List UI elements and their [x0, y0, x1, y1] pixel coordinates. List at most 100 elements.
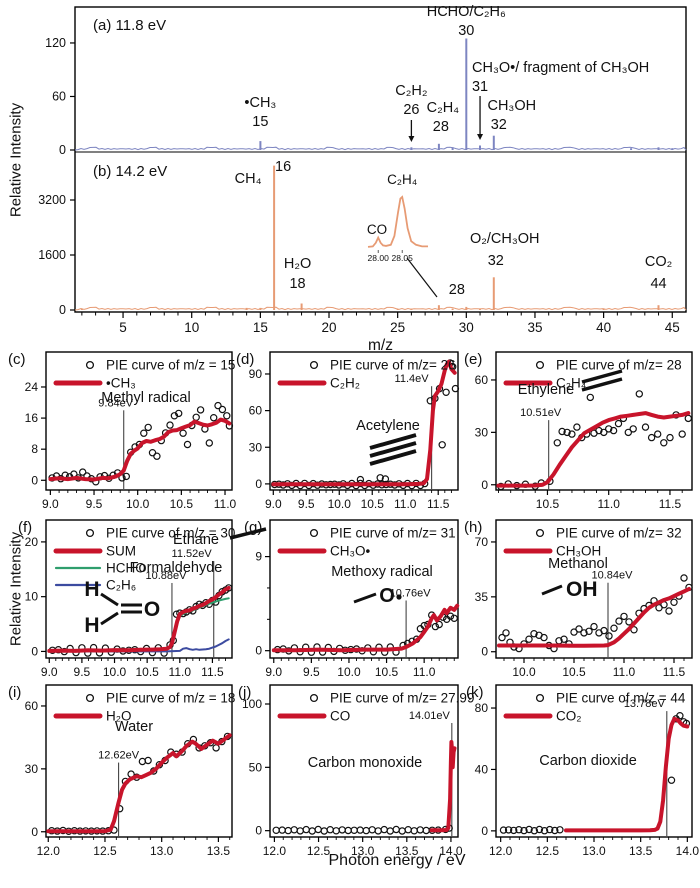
data-point [614, 419, 623, 428]
pie-curve [48, 638, 230, 653]
data-point [450, 614, 458, 623]
peak-annotation: CH₄ [235, 171, 262, 187]
x-tick-label: 10.5 [135, 665, 159, 679]
x-tick-label: 10.0 [126, 497, 150, 511]
x-tick-label: 10.0 [103, 665, 127, 679]
data-point [666, 433, 674, 442]
data-point [667, 776, 676, 784]
y-tick-label: 0 [31, 825, 38, 839]
x-tick-label: 10 [184, 320, 199, 335]
x-tick-label: 11.5 [201, 665, 224, 679]
compound-annotation: Methoxy radical [331, 564, 433, 580]
pie-panel-frame [269, 519, 459, 659]
legend-scatter-marker [535, 360, 545, 370]
compound-annotation: Acetylene [356, 418, 420, 434]
legend-label: CO [330, 709, 350, 724]
mz-axis-label: m/z [368, 337, 393, 354]
legend-scatter-marker [85, 528, 95, 538]
data-point [214, 401, 222, 410]
data-point [166, 421, 174, 429]
x-tick-label: 11.0 [394, 497, 417, 511]
y-tick-label: 50 [249, 760, 263, 774]
onset-label: 10.51eV [520, 407, 562, 419]
panel-tag-i: (i) [8, 684, 21, 701]
y-tick-label: 0 [481, 645, 488, 659]
pie-curve [564, 716, 690, 833]
data-point [551, 826, 559, 835]
data-point [540, 633, 548, 642]
data-point [635, 390, 644, 398]
legend-label: PIE curve of m/z = 44 [556, 691, 686, 706]
baseline-noise-trace [74, 306, 687, 311]
legend-label: C₂H₄ [556, 376, 586, 391]
pie-panel-frame [45, 519, 233, 659]
data-point [498, 633, 506, 642]
data-point [678, 430, 686, 438]
data-point [431, 622, 440, 631]
x-tick-label: 10.0 [337, 665, 361, 679]
mass-spectra-block: 5 10 15 20 25 30 35 40 45 m/z 0 60 120 0 1600 3200 •CH₃ 1… [38, 4, 687, 354]
data-point [625, 618, 633, 626]
data-point [573, 423, 581, 431]
legend-label: PIE curve of m/z = 18 [106, 691, 235, 706]
pie-panel-frame [495, 351, 693, 491]
onset-label: 11.4eV [395, 373, 430, 385]
data-point [122, 472, 131, 481]
co-c2h4-inset: 28.00 28.05 CO C₂H₄ [367, 172, 438, 298]
x-tick-label: 10.5 [536, 497, 560, 511]
legend-scatter-marker [85, 693, 95, 703]
compound-annotation: Formaldehyde [130, 560, 223, 576]
x-tick-label: 12.5 [307, 844, 331, 858]
x-tick-label: 15 [253, 320, 268, 335]
data-point [600, 626, 608, 635]
y-tick-label: 90 [249, 367, 263, 381]
data-point [660, 439, 668, 447]
annotation-arrowhead [408, 136, 415, 142]
data-point [595, 426, 603, 435]
x-tick-label: 14.0 [439, 844, 463, 858]
panel-a-title: (a) 11.8 eV [93, 17, 166, 34]
y-tick-label: 30 [25, 762, 39, 776]
pie-curve [429, 740, 457, 833]
x-tick-label: 11.0 [597, 497, 620, 511]
legend-scatter-marker [535, 528, 545, 538]
data-point [174, 409, 183, 418]
data-point [615, 617, 623, 625]
x-tick-label: 35 [527, 320, 542, 335]
data-point [78, 468, 87, 476]
pie-curve [46, 733, 232, 834]
x-tick-label: 11.5 [663, 665, 686, 679]
peak-annotation: 15 [252, 114, 268, 130]
peak-annotation: CH₃OH [487, 98, 536, 114]
data-point [218, 405, 227, 414]
inset-tick-label: 28.05 [392, 253, 414, 263]
onset-label: 13.78eV [624, 698, 666, 710]
x-tick-label: 11.5 [659, 497, 682, 511]
x-tick-label: 13.0 [351, 844, 375, 858]
peak-annotation: CO₂ [645, 254, 672, 270]
y-tick-label: 0 [59, 303, 66, 317]
y-tick-label: 20 [25, 535, 39, 549]
x-tick-label: 10.5 [170, 497, 194, 511]
peak-annotation: 32 [491, 117, 507, 133]
legend-label: PIE curve of m/z= 27.99 [330, 691, 474, 706]
data-point [499, 826, 508, 834]
legend-label: H₂O [106, 709, 132, 724]
data-point [504, 826, 513, 834]
x-tick-label: 10.0 [512, 665, 536, 679]
pie-panel-frame [45, 351, 233, 491]
data-point [610, 624, 618, 632]
data-point [647, 433, 656, 442]
data-point [153, 452, 161, 460]
pie-panel-c: (c) 0 8 16 24 9.0 9.5 10.0 10.5 11.0 9.84eV PIE cur… [8, 351, 237, 511]
data-point [641, 423, 650, 431]
legend-label: SUM [106, 544, 136, 559]
y-tick-label: 80 [475, 701, 489, 715]
x-tick-label: 11.0 [214, 497, 237, 511]
y-tick-label: 60 [475, 373, 489, 387]
onset-label: 14.01eV [409, 710, 451, 722]
onset-label: 12.62eV [98, 750, 140, 762]
data-point [575, 625, 583, 633]
